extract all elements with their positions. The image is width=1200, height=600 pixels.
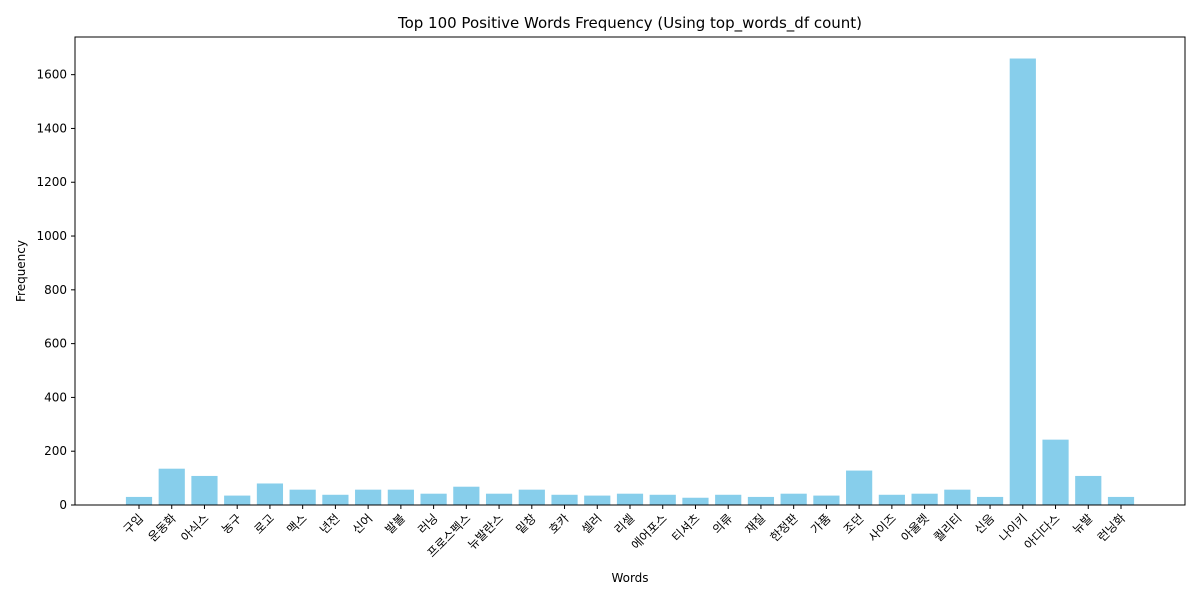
bar-5 — [289, 489, 316, 505]
bar-29 — [1075, 475, 1102, 505]
x-tick-label-4: 로고 — [252, 511, 278, 537]
bar-13 — [551, 494, 578, 505]
x-tick-label-23: 사이즈 — [866, 511, 899, 544]
y-tick-label-1: 200 — [44, 444, 67, 458]
bar-16 — [649, 494, 676, 505]
x-tick-label-15: 리셀 — [612, 511, 638, 537]
y-tick-label-0: 0 — [59, 498, 67, 512]
x-tick-label-7: 신어 — [350, 511, 376, 537]
bar-10 — [453, 486, 480, 505]
y-tick-label-2: 400 — [44, 390, 67, 404]
bar-17 — [682, 497, 709, 505]
x-tick-label-16: 에어포스 — [629, 511, 670, 552]
bar-2 — [191, 475, 218, 505]
bar-3 — [224, 495, 251, 505]
bar-6 — [322, 494, 349, 505]
x-tick-label-2: 아식스 — [178, 511, 211, 544]
bar-8 — [387, 489, 414, 505]
x-tick-label-3: 농구 — [219, 511, 245, 537]
bar-23 — [878, 494, 905, 505]
x-tick-label-22: 조던 — [841, 511, 867, 537]
bar-25 — [944, 489, 971, 505]
y-tick-label-6: 1200 — [36, 175, 67, 189]
y-axis: 0 200 400 600 800 1000 1200 1400 1600 — [36, 68, 75, 512]
x-tick-label-18: 의류 — [710, 511, 736, 537]
x-tick-label-25: 퀄리티 — [931, 511, 964, 544]
y-axis-label: Frequency — [14, 240, 28, 302]
bar-9 — [420, 493, 447, 505]
bar-26 — [976, 496, 1004, 505]
bars-group — [125, 58, 1135, 506]
bar-30 — [1107, 496, 1135, 505]
bar-18 — [715, 494, 742, 505]
x-tick-label-0: 구입 — [121, 511, 147, 537]
x-tick-label-26: 신음 — [972, 511, 998, 537]
x-tick-label-9: 러닝 — [415, 511, 441, 537]
y-tick-label-8: 1600 — [36, 68, 67, 82]
bar-28 — [1042, 439, 1069, 505]
bar-20 — [780, 493, 807, 505]
x-tick-label-20: 한정판 — [767, 511, 800, 544]
bar-15 — [616, 493, 644, 505]
bar-11 — [485, 493, 513, 505]
x-tick-label-5: 맥스 — [284, 511, 310, 537]
bar-7 — [355, 489, 382, 505]
x-tick-label-28: 아디다스 — [1022, 511, 1063, 552]
bar-21 — [813, 495, 840, 505]
y-tick-label-7: 1400 — [36, 121, 67, 135]
x-tick-label-29: 뉴발 — [1070, 511, 1096, 537]
y-tick-label-4: 800 — [44, 283, 67, 297]
x-tick-label-13: 호카 — [546, 511, 572, 537]
bar-4 — [256, 483, 284, 505]
chart-title: Top 100 Positive Words Frequency (Using … — [397, 14, 862, 33]
x-tick-label-6: 년전 — [317, 511, 343, 537]
x-tick-label-19: 재질 — [743, 511, 769, 537]
bar-12 — [518, 489, 545, 505]
bar-19 — [747, 496, 775, 505]
x-tick-label-1: 운동화 — [146, 511, 179, 544]
bar-0 — [125, 496, 153, 505]
x-tick-label-17: 티셔츠 — [669, 511, 702, 544]
x-tick-label-14: 셀러 — [579, 511, 605, 537]
x-tick-label-12: 밑창 — [513, 511, 539, 537]
bar-14 — [584, 495, 611, 505]
x-tick-label-11: 뉴발란스 — [465, 511, 506, 552]
x-tick-label-24: 아울렛 — [898, 511, 931, 544]
x-tick-label-30: 런닝화 — [1095, 511, 1128, 544]
y-tick-label-5: 1000 — [36, 229, 67, 243]
bar-22 — [846, 470, 873, 505]
x-tick-label-21: 가품 — [808, 511, 834, 537]
bar-27 — [1009, 58, 1036, 506]
bar-1 — [158, 468, 185, 505]
bar-24 — [911, 493, 938, 505]
y-tick-label-3: 600 — [44, 337, 67, 351]
x-tick-label-8: 발볼 — [382, 511, 408, 537]
x-axis-label: Words — [611, 571, 648, 585]
